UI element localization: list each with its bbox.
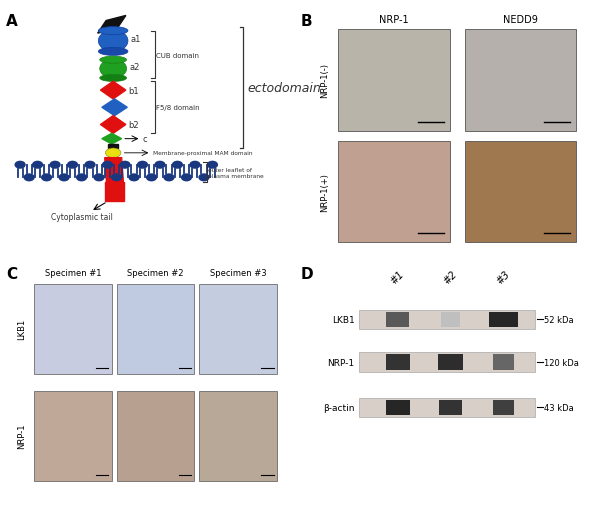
Ellipse shape — [85, 162, 95, 170]
Bar — [199, 391, 277, 481]
Bar — [117, 284, 194, 374]
Bar — [34, 391, 112, 481]
Ellipse shape — [67, 162, 78, 170]
Bar — [493, 400, 514, 415]
Text: CUB domain: CUB domain — [157, 53, 199, 59]
Text: 52 kDa: 52 kDa — [544, 315, 574, 324]
Ellipse shape — [94, 174, 105, 182]
Polygon shape — [105, 182, 124, 202]
Text: Specimen #3: Specimen #3 — [210, 268, 266, 277]
Bar — [338, 141, 450, 242]
Ellipse shape — [163, 174, 175, 182]
Ellipse shape — [98, 48, 128, 57]
Ellipse shape — [181, 174, 192, 182]
Ellipse shape — [41, 174, 52, 182]
Text: B: B — [301, 14, 312, 29]
Ellipse shape — [154, 162, 166, 170]
Text: Specimen #2: Specimen #2 — [127, 268, 184, 277]
Text: NRP-1(+): NRP-1(+) — [320, 173, 329, 211]
Polygon shape — [100, 82, 126, 100]
Text: Membrane-proximal MAM domain: Membrane-proximal MAM domain — [152, 151, 252, 156]
Ellipse shape — [49, 162, 61, 170]
Bar — [359, 310, 535, 329]
Text: NRP-1: NRP-1 — [327, 358, 355, 367]
Text: Specimen #1: Specimen #1 — [45, 268, 101, 277]
Text: #2: #2 — [442, 269, 459, 286]
Text: F5/8 domain: F5/8 domain — [157, 105, 200, 111]
Text: D: D — [301, 266, 313, 281]
Ellipse shape — [128, 174, 140, 182]
Ellipse shape — [98, 27, 128, 35]
Text: C: C — [6, 266, 17, 281]
Ellipse shape — [58, 174, 70, 182]
Text: NRP-1: NRP-1 — [17, 423, 26, 448]
Bar — [493, 355, 514, 370]
Text: b1: b1 — [128, 86, 139, 95]
Polygon shape — [100, 116, 126, 134]
Text: A: A — [6, 14, 18, 29]
Bar — [386, 400, 410, 415]
Text: NRP-1(-): NRP-1(-) — [320, 63, 329, 98]
Ellipse shape — [14, 162, 26, 170]
Ellipse shape — [137, 162, 148, 170]
Bar — [199, 284, 277, 374]
Bar — [386, 312, 409, 327]
Text: β-actin: β-actin — [323, 403, 355, 412]
Text: ectodomain: ectodomain — [247, 82, 321, 95]
Bar — [359, 353, 535, 372]
Ellipse shape — [32, 162, 43, 170]
Polygon shape — [102, 100, 127, 116]
Bar — [359, 398, 535, 417]
Ellipse shape — [199, 174, 209, 182]
Polygon shape — [108, 144, 118, 149]
Bar — [439, 400, 462, 415]
Ellipse shape — [106, 148, 121, 159]
Bar — [117, 391, 194, 481]
Text: #1: #1 — [389, 269, 406, 286]
Ellipse shape — [146, 174, 157, 182]
Text: LKB1: LKB1 — [332, 315, 355, 324]
Text: Cytoplasmic tail: Cytoplasmic tail — [51, 212, 113, 221]
Ellipse shape — [98, 31, 128, 53]
Ellipse shape — [76, 174, 87, 182]
Bar — [438, 355, 463, 370]
Text: a2: a2 — [129, 63, 140, 72]
Ellipse shape — [172, 162, 183, 170]
Polygon shape — [105, 159, 124, 197]
Bar — [441, 312, 460, 327]
Ellipse shape — [100, 60, 127, 79]
Ellipse shape — [111, 174, 122, 182]
Text: 43 kDa: 43 kDa — [544, 403, 574, 412]
Ellipse shape — [119, 162, 131, 170]
Polygon shape — [98, 16, 126, 34]
Text: NEDD9: NEDD9 — [503, 15, 538, 25]
Text: a1: a1 — [131, 35, 141, 43]
Bar — [489, 312, 518, 327]
Bar — [464, 141, 577, 242]
Ellipse shape — [100, 57, 127, 64]
Polygon shape — [102, 134, 122, 144]
Ellipse shape — [102, 162, 113, 170]
Text: b2: b2 — [128, 121, 139, 130]
Bar — [34, 284, 112, 374]
Ellipse shape — [190, 162, 200, 170]
Text: outer leaflet of
plasma membrane: outer leaflet of plasma membrane — [208, 168, 264, 178]
Text: NRP-1: NRP-1 — [379, 15, 409, 25]
Text: c: c — [143, 135, 148, 144]
Bar — [464, 30, 577, 131]
Text: 120 kDa: 120 kDa — [544, 358, 579, 367]
Bar — [338, 30, 450, 131]
Ellipse shape — [207, 162, 218, 170]
Text: #3: #3 — [495, 269, 512, 286]
Ellipse shape — [100, 75, 127, 82]
Text: LKB1: LKB1 — [17, 319, 26, 340]
Ellipse shape — [23, 174, 35, 182]
Bar — [386, 355, 410, 370]
